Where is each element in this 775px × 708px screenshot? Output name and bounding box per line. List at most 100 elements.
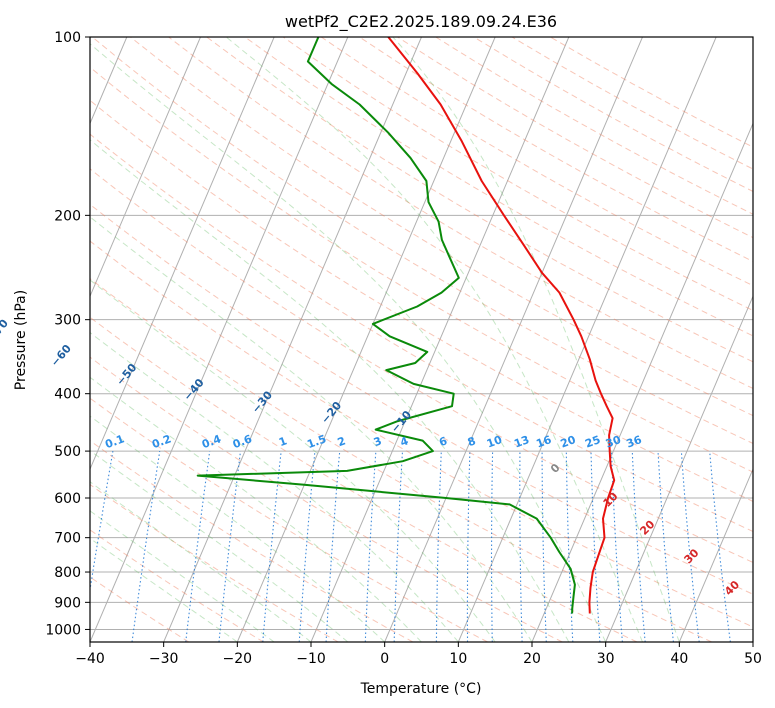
x-tick-label: 30 xyxy=(597,651,615,667)
y-tick-label: 500 xyxy=(54,444,81,460)
dry-adiabat xyxy=(90,529,264,642)
moist-adiabat xyxy=(90,510,275,642)
dry-adiabat xyxy=(90,168,753,563)
y-tick-label: 800 xyxy=(54,565,81,581)
mixing-ratio-label: 8 xyxy=(466,434,478,449)
moist-adiabat xyxy=(90,537,238,642)
isotherm-gridline xyxy=(90,37,349,642)
mixing-ratio-line xyxy=(298,451,316,642)
x-tick-label: 20 xyxy=(523,651,541,667)
moist-adiabat xyxy=(225,37,643,642)
dry-adiabat xyxy=(90,483,339,642)
mixing-ratio-label: 36 xyxy=(625,433,644,451)
isotherm-gridline xyxy=(236,37,496,642)
y-tick-label: 600 xyxy=(54,491,81,507)
mixing-ratio-label: 3 xyxy=(372,434,384,449)
moist-adiabat xyxy=(392,37,680,642)
x-tick-label: 40 xyxy=(670,651,688,667)
mixing-ratio-line xyxy=(680,451,700,642)
mixing-ratio-label: 10 xyxy=(485,433,504,451)
y-axis-ticks: 100 200 300 400 500 600 700 800 900 1000 xyxy=(45,30,90,638)
dry-adiabat xyxy=(168,37,753,389)
dry-adiabat xyxy=(282,37,753,312)
isotherm-gridline xyxy=(90,37,201,298)
dry-adiabat xyxy=(90,203,753,595)
isotherm-gridline xyxy=(163,37,422,642)
x-tick-label: 0 xyxy=(380,651,389,667)
chart-title: wetPf2_C2E2.2025.189.09.24.E36 xyxy=(285,12,557,32)
dry-adiabat-label: −70 xyxy=(0,317,11,344)
isotherm-gridline xyxy=(752,640,753,642)
y-tick-label: 900 xyxy=(54,595,81,611)
mixing-ratio-label: 0.1 xyxy=(103,432,126,451)
temperature-profile xyxy=(387,37,616,614)
mixing-ratio-line xyxy=(709,451,731,642)
isotherm-gridline xyxy=(457,37,717,642)
y-tick-label: 1000 xyxy=(45,622,81,638)
moist-adiabat xyxy=(90,481,312,642)
x-tick-label: 10 xyxy=(449,651,467,667)
mixing-ratio-label: 0.4 xyxy=(200,432,223,451)
x-axis-label: Temperature (°C) xyxy=(360,681,482,697)
dry-adiabat xyxy=(91,37,753,445)
x-tick-label: −20 xyxy=(223,651,253,667)
mixing-ratio-label: 6 xyxy=(437,434,449,449)
x-axis-ticks: −40 −30 −20 −10 0 10 20 30 40 50 xyxy=(75,642,762,667)
mixing-ratio-label: 16 xyxy=(534,433,553,451)
mixing-ratio-label: 0.2 xyxy=(150,432,173,451)
dry-adiabat xyxy=(90,278,712,642)
mixing-ratio-label: 13 xyxy=(512,433,531,450)
mixing-ratio-label: 2 xyxy=(336,434,348,449)
plot-frame xyxy=(89,36,754,643)
dry-adiabat xyxy=(90,356,563,642)
y-tick-label: 200 xyxy=(54,208,81,224)
mixing-ratio-label: 4 xyxy=(398,434,410,449)
x-tick-label: −30 xyxy=(149,651,179,667)
isotherm-gridline xyxy=(605,295,753,642)
profile-series xyxy=(196,37,616,614)
mixing-ratio-label: 0.6 xyxy=(231,432,254,451)
dry-adiabat-label: −60 xyxy=(48,342,74,369)
moist-adiabat xyxy=(90,331,459,642)
mixing-ratio-label: 25 xyxy=(583,433,602,450)
dry-adiabat xyxy=(90,99,753,502)
mixing-ratio-label: 1.5 xyxy=(305,432,328,451)
dry-adiabat xyxy=(90,240,753,628)
dry-adiabat xyxy=(90,316,638,642)
moist-adiabat xyxy=(90,279,496,642)
y-tick-label: 100 xyxy=(54,30,81,46)
x-tick-label: −40 xyxy=(75,651,105,667)
moist-adiabat xyxy=(90,216,533,642)
mixing-ratio-label: 1 xyxy=(277,434,289,449)
moist-adiabat xyxy=(90,415,386,642)
isotherm-gridline xyxy=(531,122,753,642)
x-tick-label: 50 xyxy=(744,651,762,667)
mixing-ratio-line xyxy=(262,451,282,642)
x-tick-label: −10 xyxy=(296,651,326,667)
mixing-ratio-label: 30 xyxy=(604,433,623,451)
y-tick-label: 400 xyxy=(54,387,81,403)
dry-adiabat xyxy=(244,37,753,337)
mixing-ratio-line xyxy=(657,451,674,642)
background-lines xyxy=(90,37,753,642)
isotherm-gridline xyxy=(90,37,275,471)
mixing-ratio-line xyxy=(218,451,242,642)
dry-adiabat xyxy=(90,133,753,533)
y-tick-label: 700 xyxy=(54,531,81,547)
y-tick-label: 300 xyxy=(54,313,81,329)
dry-adiabat xyxy=(130,37,753,417)
moist-adiabat xyxy=(90,43,607,642)
mixing-ratio-label: 20 xyxy=(559,433,578,451)
dewpoint-profile xyxy=(196,37,576,614)
isotherm-gridline xyxy=(384,37,643,642)
mixing-ratio-line xyxy=(185,451,211,642)
isotherm-gridline xyxy=(678,467,753,642)
plot-background xyxy=(90,37,753,642)
moist-adiabat xyxy=(90,139,570,642)
y-axis-label: Pressure (hPa) xyxy=(13,290,29,390)
mixing-ratio-line xyxy=(631,451,646,642)
mixing-ratio-line xyxy=(90,451,114,594)
isotherm-gridline xyxy=(310,37,570,642)
mixing-ratio-line xyxy=(131,451,161,642)
